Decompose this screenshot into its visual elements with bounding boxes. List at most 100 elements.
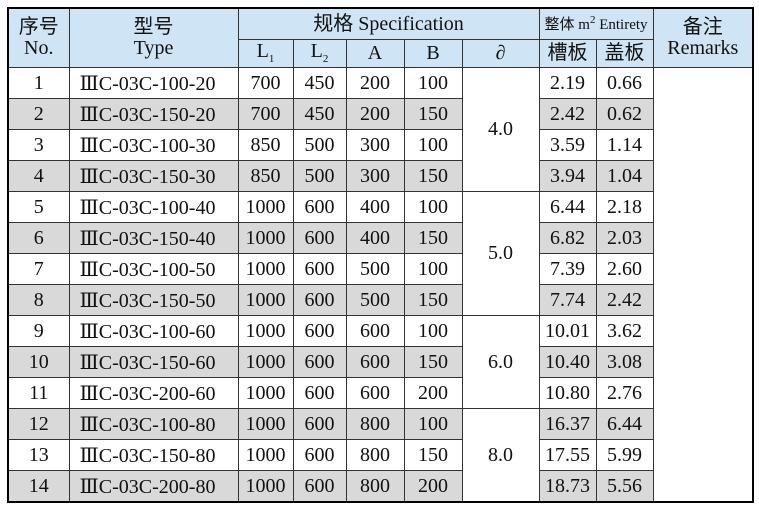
table-cell: 2.76 (595, 377, 654, 409)
table-cell: 850 (237, 160, 294, 192)
table-row: 8 ⅢC-03C-150-50 1000 600 500 150 7.74 2.42 (7, 284, 753, 316)
table-cell: 8 (7, 284, 70, 316)
remarks-cell (652, 67, 754, 503)
table-cell: ⅢC-03C-150-60 (68, 346, 239, 378)
table-cell: 10.80 (538, 377, 597, 409)
table-cell: 2.42 (595, 284, 654, 316)
table-row: 10 ⅢC-03C-150-60 1000 600 600 150 10.40 3.08 (7, 346, 753, 378)
table-cell: 0.62 (595, 98, 654, 130)
table-cell: 4 (7, 160, 70, 192)
table-cell: ⅢC-03C-100-80 (68, 408, 239, 440)
table-cell: 9 (7, 315, 70, 347)
table-cell: ⅢC-03C-200-60 (68, 377, 239, 409)
table-cell: 800 (345, 408, 405, 440)
table-cell: 3.94 (538, 160, 597, 192)
table-cell: 200 (345, 67, 405, 99)
table-cell: 600 (292, 346, 347, 378)
table-cell: ⅢC-03C-150-80 (68, 439, 239, 471)
table-cell: ⅢC-03C-150-30 (68, 160, 239, 192)
table-cell: 1000 (237, 470, 294, 503)
table-cell: 150 (403, 222, 463, 254)
table-cell: 150 (403, 98, 463, 130)
table-cell: 700 (237, 98, 294, 130)
table-cell: 2.19 (538, 67, 597, 99)
header-text: 序号 (18, 16, 59, 38)
table-cell: 600 (292, 222, 347, 254)
header-cell: 盖板 (595, 39, 654, 68)
table-row: 11 ⅢC-03C-200-60 1000 600 600 200 10.80 2.76 (7, 377, 753, 409)
table-cell: 700 (237, 67, 294, 99)
table-cell: 200 (403, 470, 463, 503)
table-cell: 600 (292, 439, 347, 471)
table-cell: 5 (7, 191, 70, 223)
table-cell: 150 (403, 284, 463, 316)
table-cell: 1000 (237, 253, 294, 285)
table-row: 12 ⅢC-03C-100-80 1000 600 800 100 8.0 16.37 6.44 (7, 408, 753, 503)
table-cell: ⅢC-03C-100-50 (68, 253, 239, 285)
table-cell: 1000 (237, 377, 294, 409)
table-cell: 800 (345, 470, 405, 503)
table-cell: 18.73 (538, 470, 597, 503)
table-cell: 150 (403, 160, 463, 192)
header-cell: 备注 Remarks (652, 7, 754, 68)
header-cell: 型号 Type (68, 7, 239, 68)
table-cell: 600 (292, 470, 347, 503)
table-cell: ⅢC-03C-100-30 (68, 129, 239, 161)
table-cell: 12 (7, 408, 70, 440)
table-cell: 2.60 (595, 253, 654, 285)
table-cell: 6.82 (538, 222, 597, 254)
table-cell: 6.44 (538, 191, 597, 223)
table-cell: 400 (345, 191, 405, 223)
header-text: 2 (322, 53, 329, 66)
table-cell: ⅢC-03C-150-50 (68, 284, 239, 316)
table-cell: 0.66 (595, 67, 654, 99)
table-cell: 600 (292, 253, 347, 285)
table-cell: 500 (292, 160, 347, 192)
header-cell: L2 (292, 39, 347, 68)
header-row: 序号 No. 型号 Type 规格 Specification 整体 m2 Enti… (7, 7, 754, 68)
table-cell: 300 (345, 129, 405, 161)
header-text: Type (133, 37, 174, 59)
table-cell: 100 (403, 253, 463, 285)
header-cell: B (403, 39, 463, 68)
table-cell: 7.39 (538, 253, 597, 285)
table-cell: 600 (292, 408, 347, 440)
table-cell: 1000 (237, 284, 294, 316)
table-cell: 1000 (237, 439, 294, 471)
table-cell: ⅢC-03C-100-20 (68, 67, 239, 99)
table-row: 9 ⅢC-03C-100-60 1000 600 600 100 6.0 10.01 3.62 (7, 315, 753, 409)
table-cell: 2.42 (538, 98, 597, 130)
header-text: L (256, 40, 269, 63)
header-text: 1 (268, 53, 275, 66)
table-cell: 300 (345, 160, 405, 192)
table-cell: ⅢC-03C-200-80 (68, 470, 239, 503)
table-cell: ⅢC-03C-100-40 (68, 191, 239, 223)
header-text: 型号 (133, 16, 174, 38)
table-row: 6 ⅢC-03C-150-40 1000 600 400 150 6.82 2.03 (7, 222, 753, 254)
table-cell: 10.40 (538, 346, 597, 378)
table-cell: 1 (7, 67, 70, 99)
header-text: L (310, 40, 323, 63)
table-cell: 2.18 (595, 191, 654, 223)
table-cell: 5.99 (595, 439, 654, 471)
table-cell: 17.55 (538, 439, 597, 471)
table-cell: 6.44 (595, 408, 654, 440)
table-cell: 600 (345, 377, 405, 409)
table-cell: 2.03 (595, 222, 654, 254)
header-cell: 规格 Specification (237, 7, 540, 40)
table-cell: 1.14 (595, 129, 654, 161)
table-cell: 7.74 (538, 284, 597, 316)
table-cell: 3.59 (538, 129, 597, 161)
header-cell: 整体 m2 Entirety (538, 7, 654, 40)
table-cell: 500 (292, 129, 347, 161)
table-cell: ⅢC-03C-100-60 (68, 315, 239, 347)
table-cell: 150 (403, 346, 463, 378)
table-cell: 10.01 (538, 315, 597, 347)
table-cell: 400 (345, 222, 405, 254)
header-text: 整体 m (544, 16, 590, 33)
table-cell: 200 (403, 377, 463, 409)
table-cell: 200 (345, 98, 405, 130)
table-cell: 1000 (237, 222, 294, 254)
table-cell: 2 (7, 98, 70, 130)
table-cell: 600 (345, 346, 405, 378)
